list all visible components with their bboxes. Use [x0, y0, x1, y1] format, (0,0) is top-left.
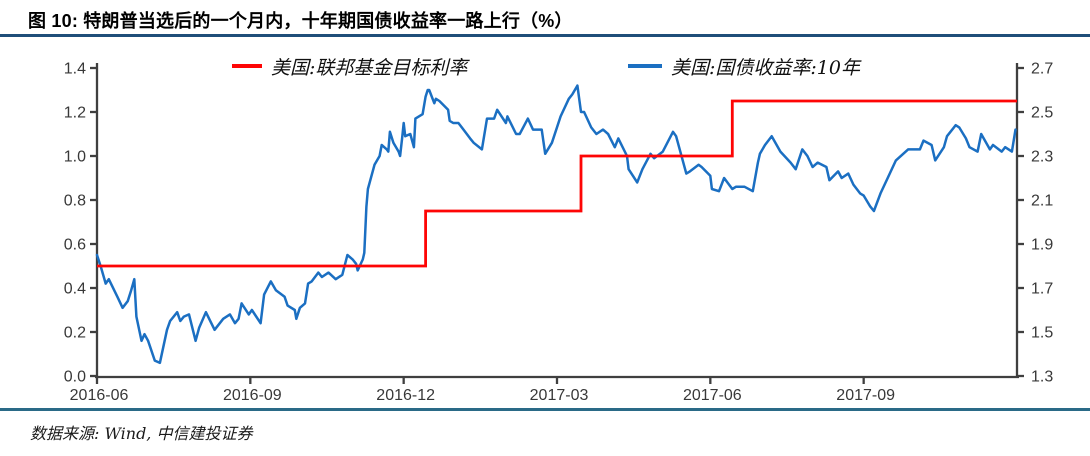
- right-axis-tick-label: 1.3: [1031, 369, 1053, 386]
- left-axis-tick-label: 1.0: [64, 149, 86, 166]
- left-axis-tick-label: 0.6: [64, 237, 86, 254]
- left-axis-tick-label: 0.4: [64, 281, 86, 298]
- figure-title: 图 10: 特朗普当选后的一个月内，十年期国债收益率一路上行（%）: [28, 11, 573, 31]
- legend-label-fed-funds: 美国:联邦基金目标利率: [271, 56, 468, 79]
- title-separator-rule: [0, 34, 1090, 37]
- x-axis-tick-label: 2017-09: [836, 387, 895, 404]
- treasury-yield-series-line: [95, 84, 1017, 365]
- legend-label-treasury-yield: 美国:国债收益率:10年: [671, 56, 860, 79]
- x-axis-tick-label: 2016-09: [223, 387, 282, 404]
- left-axis-tick-label: 0.8: [64, 193, 86, 210]
- treasury-yield-line-swatch: [628, 64, 662, 68]
- right-axis-tick-label: 1.7: [1031, 281, 1053, 298]
- x-axis-tick-label: 2017-03: [530, 387, 589, 404]
- data-source-note: 数据来源: Wind, 中信建投证券: [30, 424, 253, 443]
- fed-funds-line-swatch: [232, 64, 262, 68]
- fed-funds-rate-series-line: [97, 99, 1017, 268]
- left-axis-tick-label: 0.0: [64, 369, 86, 386]
- right-axis-tick-label: 2.5: [1031, 105, 1053, 122]
- left-axis-tick-label: 1.4: [64, 61, 86, 78]
- x-axis-tick-label: 2016-06: [70, 387, 129, 404]
- legend-item-treasury-yield: 美国:国债收益率:10年: [628, 53, 860, 79]
- x-axis-tick-label: 2017-06: [683, 387, 742, 404]
- x-axis-tick-label: 2016-12: [376, 387, 435, 404]
- footer-separator-rule: [0, 408, 1090, 411]
- right-axis-tick-label: 1.9: [1031, 237, 1053, 254]
- right-axis-tick-label: 2.1: [1031, 193, 1053, 210]
- right-axis-tick-label: 2.7: [1031, 61, 1053, 78]
- left-axis-tick-label: 0.2: [64, 325, 86, 342]
- right-axis-tick-label: 2.3: [1031, 149, 1053, 166]
- left-axis-tick-label: 1.2: [64, 105, 86, 122]
- right-axis-tick-label: 1.5: [1031, 325, 1053, 342]
- legend-item-fed-funds-rate: 美国:联邦基金目标利率: [232, 53, 467, 79]
